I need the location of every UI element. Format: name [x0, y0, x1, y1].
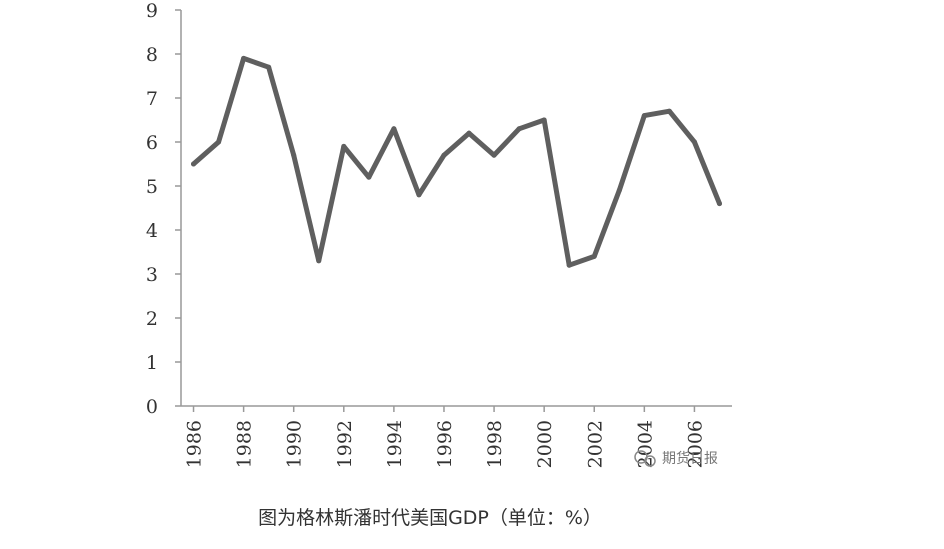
y-tick-marks	[175, 9, 181, 407]
data-point	[316, 258, 322, 264]
x-tick-label: 2000	[534, 420, 556, 468]
y-tick-label: 2	[146, 308, 158, 330]
y-tick-label: 6	[146, 132, 158, 154]
data-point	[591, 253, 597, 259]
x-tick-labels: 1986 1988 1990 1992 1994 1996 1998 2000 2002 2004…	[184, 420, 707, 468]
data-point	[441, 152, 447, 158]
data-point	[541, 117, 547, 123]
data-point	[241, 55, 247, 61]
x-tick-marks	[192, 406, 696, 412]
y-tick-label: 5	[146, 176, 158, 198]
y-tick-label: 0	[146, 396, 158, 418]
data-point	[716, 201, 722, 207]
y-tick-label: 3	[146, 264, 158, 286]
data-points	[191, 55, 722, 268]
y-tick-label: 1	[146, 352, 158, 374]
data-point	[291, 152, 297, 158]
data-point	[341, 143, 347, 149]
data-point	[466, 130, 472, 136]
x-tick-label: 1996	[434, 420, 456, 468]
data-point	[691, 139, 697, 145]
x-tick-label: 1994	[384, 420, 406, 468]
data-point	[366, 174, 372, 180]
wechat-icon-bubble	[644, 455, 656, 467]
x-tick-label: 1992	[334, 420, 356, 468]
y-tick-label: 9	[146, 0, 158, 22]
data-point	[641, 113, 647, 119]
y-tick-label: 4	[146, 220, 158, 242]
x-tick-label: 1988	[234, 420, 256, 468]
data-point	[666, 108, 672, 114]
y-tick-labels: 0 1 2 3 4 5 6 7 8 9	[146, 0, 158, 418]
data-point	[391, 126, 397, 132]
data-point	[416, 192, 422, 198]
x-tick-label: 2006	[684, 420, 706, 468]
x-tick-label: 2002	[584, 420, 606, 468]
chart-caption: 图为格林斯潘时代美国GDP（单位：%）	[258, 507, 602, 529]
gdp-line-chart: 0 1 2 3 4 5 6 7 8 9 1986 1988 1990 1992 1994 1996 1998 2…	[146, 0, 732, 468]
data-point	[616, 187, 622, 193]
data-point	[491, 152, 497, 158]
data-point	[216, 139, 222, 145]
data-point	[516, 126, 522, 132]
y-tick-label: 8	[146, 44, 158, 66]
data-point	[266, 64, 272, 70]
data-point	[566, 262, 572, 268]
gdp-series-line	[191, 55, 722, 268]
data-point	[191, 161, 197, 167]
y-tick-label: 7	[146, 88, 158, 110]
watermark: 期货日报	[634, 450, 718, 467]
watermark-text: 期货日报	[662, 450, 718, 467]
x-tick-label: 1998	[484, 420, 506, 468]
x-tick-label: 1986	[184, 420, 206, 468]
x-tick-label: 1990	[284, 420, 306, 468]
